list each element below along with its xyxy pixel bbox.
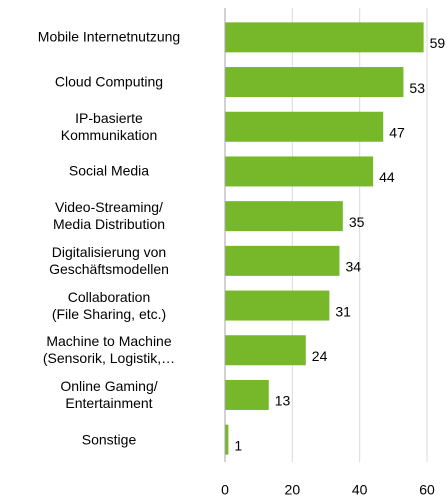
bar [225,201,343,232]
y-tick-label: Social Media [68,162,150,179]
y-tick-label: Sonstige [81,431,137,448]
bar [225,156,374,187]
y-tick-label: Collaboration (File Sharing, etc.) [51,288,167,322]
bar [225,245,340,276]
bar [225,111,384,142]
y-tick-label: Cloud Computing [54,73,164,90]
bar [225,67,404,98]
x-tick-label: 60 [419,482,435,498]
bar [225,22,424,53]
value-label: 34 [345,259,361,275]
value-label: 1 [234,437,242,453]
value-label: 13 [275,393,291,409]
value-label: 59 [430,35,446,51]
x-tick-label: 20 [285,482,301,498]
x-tick-label: 0 [221,482,229,498]
value-label: 44 [379,169,395,185]
value-label: 47 [389,124,405,140]
bar [225,335,306,366]
y-tick-label: Video-Streaming/ Media Distribution [52,199,166,233]
x-tick-label: 40 [352,482,368,498]
y-tick-label: Online Gaming/ Entertainment [60,377,158,411]
bar [225,424,229,455]
y-tick-label: IP-basierte Kommunikation [60,109,158,143]
y-tick-label: Mobile Internetnutzung [37,28,181,45]
value-label: 35 [349,214,365,230]
value-label: 53 [409,80,425,96]
value-label: 31 [335,303,351,319]
y-tick-label: Digitalisierung von Geschäftsmodellen [49,243,169,277]
bar [225,379,269,410]
bar [225,290,330,321]
y-tick-label: Machine to Machine (Sensorik, Logistik,… [42,333,176,367]
value-label: 24 [312,348,328,364]
